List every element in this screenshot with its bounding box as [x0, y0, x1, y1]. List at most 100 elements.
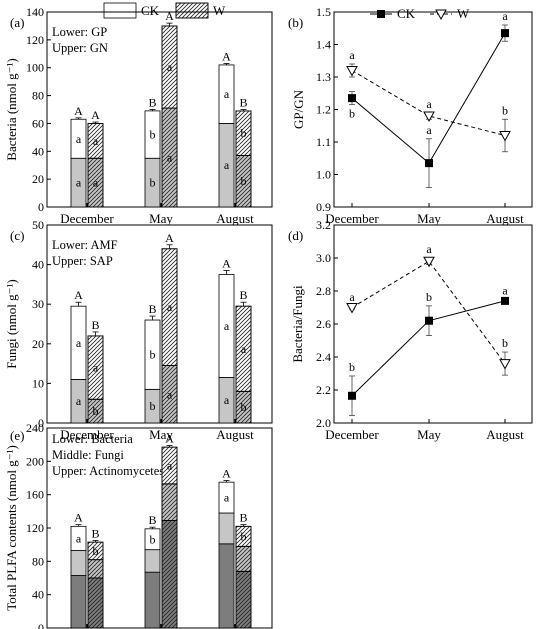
bar-hatch: [161, 483, 178, 521]
panel-b-gp-gn: 0.9 1.0 1.1 1.2 1.3 1.4 1.5 December May August GP…: [288, 5, 533, 226]
data-point-ck: [501, 29, 509, 38]
bar-segment: [144, 571, 161, 629]
legend-label-w: W: [457, 6, 470, 21]
total-significance-letter: B: [91, 527, 99, 541]
bar-significance-letter: a: [93, 134, 99, 148]
bar-significance-letter: a: [167, 151, 173, 165]
bar-hatch: [235, 545, 252, 572]
panel-label: (e): [10, 428, 24, 443]
data-point-w: [346, 303, 358, 314]
bar-significance-letter: a: [76, 336, 82, 350]
bar-segment: [144, 549, 161, 573]
bar-significance-letter: b: [150, 348, 156, 362]
panel-label: (c): [10, 228, 24, 243]
y-tick-label: 2.4: [316, 350, 331, 364]
y-tick-label: 40: [32, 258, 44, 272]
bar-hatch: [87, 577, 104, 629]
total-significance-letter: A: [165, 9, 174, 23]
bar-segment: [70, 550, 87, 576]
panel-label: (a): [10, 15, 24, 30]
layer-note: Upper: SAP: [52, 254, 113, 268]
bar-legend: CK W: [103, 2, 226, 19]
y-tick-label: 1.4: [316, 38, 331, 52]
bar-significance-letter: b: [150, 399, 156, 413]
y-tick-label: 2.2: [316, 383, 331, 397]
bar-significance-letter: a: [167, 300, 173, 314]
total-significance-letter: B: [148, 302, 156, 316]
bar-significance-letter: a: [93, 361, 99, 375]
series-line: [351, 300, 506, 397]
point-significance-letter: a: [502, 9, 508, 23]
y-axis-label: Bacteria (nmol g⁻¹): [4, 58, 19, 160]
data-point-ck: [348, 94, 356, 103]
bar-significance-letter: b: [241, 126, 247, 140]
y-tick-label: 0: [38, 416, 44, 430]
series-line: [351, 260, 506, 364]
panel-label: (d): [288, 228, 303, 243]
y-tick-label: 2.6: [316, 317, 331, 331]
y-tick-label: 20: [32, 172, 44, 186]
data-point-w: [346, 66, 358, 77]
total-significance-letter: A: [74, 511, 83, 525]
panel-label: (b): [288, 15, 303, 30]
y-tick-label: 10: [32, 376, 44, 390]
total-significance-letter: A: [74, 288, 83, 302]
bar-significance-letter: a: [76, 394, 82, 408]
y-tick-label: 1.0: [316, 168, 331, 182]
y-axis-label: Total PLFA contents (nmol g⁻¹): [4, 445, 19, 611]
point-significance-letter: b: [502, 103, 508, 117]
y-tick-label: 80: [32, 554, 44, 568]
y-tick-label: 240: [26, 421, 44, 435]
y-tick-label: 3.0: [316, 251, 331, 265]
legend-label-ck: CK: [397, 6, 416, 21]
y-tick-label: 1.5: [316, 5, 331, 19]
x-tick-label: December: [60, 427, 114, 442]
bar-significance-letter: a: [76, 132, 82, 146]
series-line: [351, 70, 506, 136]
bar-segment: [70, 575, 87, 629]
y-tick-label: 120: [26, 33, 44, 47]
layer-note: Lower: AMF: [52, 238, 118, 252]
legend-label-ck: CK: [141, 3, 160, 18]
x-tick-label: May: [417, 211, 441, 226]
x-tick-label: August: [216, 427, 254, 442]
panel-c-fungi: 0 10 20 30 40 50 December May August Fungi (nmol …: [4, 218, 273, 442]
y-tick-label: 0: [38, 200, 44, 214]
y-tick-label: 2.0: [316, 416, 331, 430]
total-significance-letter: B: [148, 513, 156, 527]
legend-swatch-w: [175, 2, 209, 19]
legend-marker-ck: [377, 10, 385, 18]
legend-marker-w: [435, 9, 447, 21]
total-significance-letter: A: [91, 108, 100, 122]
y-tick-label: 50: [32, 218, 44, 232]
y-axis-label: GP/GN: [291, 89, 306, 129]
total-significance-letter: B: [148, 96, 156, 110]
bar-significance-letter: b: [241, 529, 247, 543]
total-significance-letter: B: [239, 96, 247, 110]
y-tick-label: 200: [26, 454, 44, 468]
data-point-ck: [425, 159, 433, 168]
x-tick-label: August: [486, 427, 524, 442]
legend-swatch-ck: [103, 2, 137, 19]
x-tick-label: August: [216, 211, 254, 226]
data-point-w: [423, 256, 435, 268]
bar-hatch: [161, 520, 178, 629]
y-tick-label: 1.1: [316, 135, 331, 149]
bar-significance-letter: b: [241, 174, 247, 188]
bar-significance-letter: a: [167, 387, 173, 401]
point-significance-letter: a: [426, 242, 432, 256]
point-significance-letter: b: [502, 336, 508, 350]
bar-significance-letter: b: [93, 544, 99, 558]
bar-significance-letter: a: [224, 87, 230, 101]
y-tick-label: 40: [32, 144, 44, 158]
data-point-w: [499, 359, 511, 370]
bar-significance-letter: b: [150, 128, 156, 142]
bar-hatch: [87, 559, 104, 579]
bar-significance-letter: a: [76, 531, 82, 545]
y-tick-label: 100: [26, 61, 44, 75]
bar-segment: [218, 543, 235, 629]
bar-significance-letter: a: [224, 158, 230, 172]
x-tick-label: December: [325, 211, 379, 226]
total-significance-letter: B: [239, 511, 247, 525]
y-tick-label: 1.3: [316, 70, 331, 84]
